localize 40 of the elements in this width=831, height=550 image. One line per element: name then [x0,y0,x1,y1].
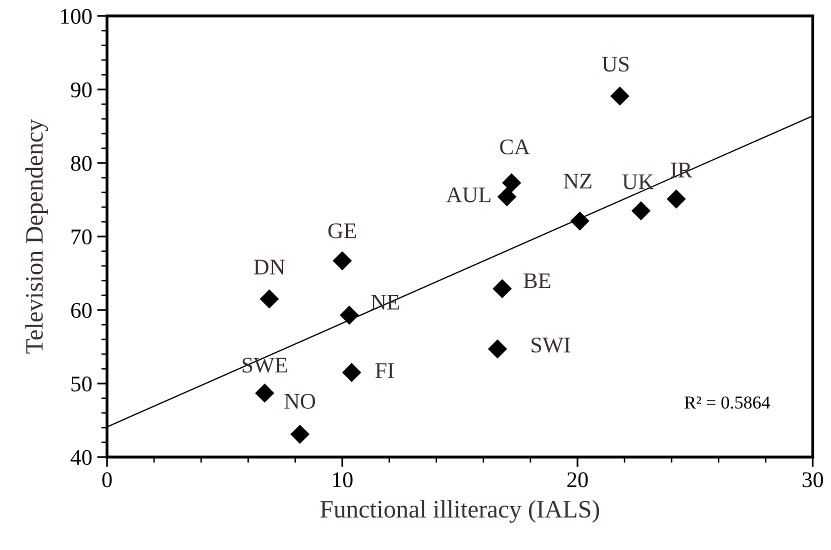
point [492,279,512,298]
point [502,173,522,192]
annotation: NO [284,394,316,409]
annotation: GE [328,223,356,238]
point [497,187,516,206]
x-axis-title: Functional illiteracy (IALS) [320,500,600,523]
point [570,211,590,231]
annotation: CA [500,139,530,154]
annotation: DN [254,260,285,274]
point [610,86,630,106]
annotation: BE [524,273,550,288]
point [290,424,310,444]
y-tick-label: 60 [71,302,92,318]
annotation: US [602,56,629,72]
point [342,362,362,382]
point [255,384,274,403]
y-axis-title: Television Dependency [25,119,48,354]
point [631,201,651,220]
y-tick-label: 50 [72,376,92,392]
y-tick-label: 80 [71,156,92,171]
point [260,289,279,309]
annotation: NZ [564,174,592,188]
point [332,251,352,270]
y-tick-label: 90 [70,82,92,98]
annotation: R² = 0.5864 [684,396,770,409]
x-tick-label: 20 [567,472,588,488]
point [666,189,686,209]
x-tick-label: 30 [802,472,823,488]
annotation: SWI [532,338,570,353]
point [488,339,508,359]
annotation: UK [622,174,654,190]
x-tick-label: 0 [102,472,112,488]
annotation: SWE [242,358,287,373]
annotation: AUL [446,187,490,202]
point [340,306,359,325]
y-tick-label: 40 [70,450,92,465]
y-tick-label: 100 [61,8,92,24]
x-tick-label: 10 [333,472,353,488]
y-tick-label: 70 [72,229,92,244]
annotation: FI [375,363,394,378]
